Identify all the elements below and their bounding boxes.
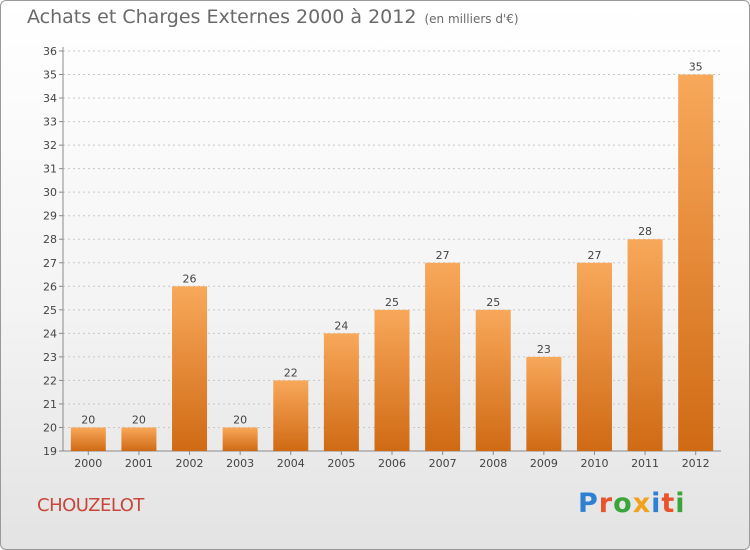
y-tick-label: 25 (43, 304, 57, 317)
bar (172, 286, 208, 451)
y-tick-label: 23 (43, 351, 57, 364)
bar-value-label: 24 (334, 319, 348, 332)
y-tick-label: 34 (43, 92, 57, 105)
bar (222, 427, 258, 451)
x-tick-label: 2000 (74, 457, 102, 470)
y-tick-label: 35 (43, 69, 57, 82)
bar (374, 309, 410, 451)
bar-value-label: 22 (284, 366, 298, 379)
bar (70, 427, 106, 451)
logo-letter: r (598, 488, 614, 519)
y-tick-label: 32 (43, 139, 57, 152)
x-tick-label: 2001 (125, 457, 153, 470)
logo-letter: x (632, 488, 652, 519)
bar (121, 427, 157, 451)
y-tick-label: 22 (43, 374, 57, 387)
x-tick-label: 2005 (327, 457, 355, 470)
y-tick-label: 20 (43, 421, 57, 434)
chart-title-text: Achats et Charges Externes 2000 à 2012 (27, 6, 417, 28)
x-tick-label: 2008 (479, 457, 507, 470)
bar-value-label: 27 (587, 249, 601, 262)
logo-letter: i (675, 488, 686, 519)
bar-value-label: 28 (638, 225, 652, 238)
y-tick-label: 28 (43, 233, 57, 246)
bar (273, 380, 309, 451)
x-tick-label: 2011 (631, 457, 659, 470)
y-tick-label: 21 (43, 398, 57, 411)
proxiti-logo: Proxiti (578, 488, 686, 519)
x-tick-label: 2007 (429, 457, 457, 470)
x-tick-label: 2002 (176, 457, 204, 470)
logo-letter: P (578, 488, 599, 519)
y-tick-label: 26 (43, 280, 57, 293)
y-tick-label: 27 (43, 257, 57, 270)
bar (627, 239, 663, 451)
x-tick-label: 2003 (226, 457, 254, 470)
x-tick-label: 2010 (580, 457, 608, 470)
y-tick-label: 31 (43, 163, 57, 176)
y-tick-label: 24 (43, 327, 57, 340)
chart-title: Achats et Charges Externes 2000 à 2012 (e… (27, 6, 519, 28)
bar-value-label: 26 (183, 272, 197, 285)
bar (576, 262, 612, 451)
logo-letter: o (613, 488, 633, 519)
logo-letter: t (661, 488, 676, 519)
logo-letter: i (651, 488, 662, 519)
bar (323, 333, 359, 451)
y-tick-label: 33 (43, 116, 57, 129)
bar (678, 74, 714, 451)
bar-value-label: 20 (132, 413, 146, 426)
x-tick-label: 2012 (682, 457, 710, 470)
bar (526, 356, 562, 451)
bar-value-label: 27 (436, 249, 450, 262)
bar-value-label: 20 (81, 413, 95, 426)
bar-value-label: 20 (233, 413, 247, 426)
x-tick-label: 2006 (378, 457, 406, 470)
place-name: CHOUZELOT (37, 495, 144, 516)
bar (475, 309, 511, 451)
bar-value-label: 35 (689, 61, 703, 74)
y-tick-label: 19 (43, 445, 57, 458)
y-tick-label: 29 (43, 210, 57, 223)
y-tick-label: 36 (43, 45, 57, 58)
x-tick-label: 2004 (277, 457, 305, 470)
bar-value-label: 25 (385, 296, 399, 309)
bar (425, 262, 461, 451)
y-tick-label: 30 (43, 186, 57, 199)
chart-subtitle: (en milliers d'€) (424, 12, 519, 26)
x-tick-label: 2009 (530, 457, 558, 470)
bar-value-label: 23 (537, 343, 551, 356)
bar-value-label: 25 (486, 296, 500, 309)
